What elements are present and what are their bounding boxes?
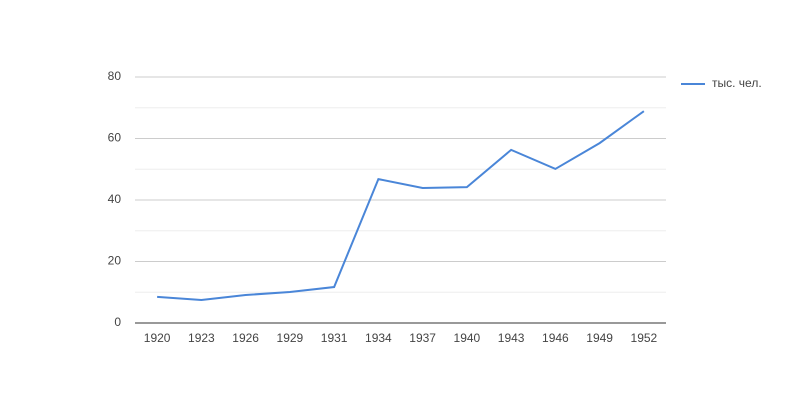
x-tick-label: 1940 xyxy=(454,331,481,345)
x-tick-label: 1952 xyxy=(631,331,658,345)
x-tick-label: 1943 xyxy=(498,331,525,345)
legend-label: тыс. чел. xyxy=(712,76,762,90)
x-tick-label: 1923 xyxy=(188,331,215,345)
y-tick-label: 60 xyxy=(108,131,122,145)
x-tick-label: 1926 xyxy=(232,331,259,345)
y-tick-label: 40 xyxy=(108,192,122,206)
x-tick-label: 1949 xyxy=(586,331,613,345)
x-tick-label: 1937 xyxy=(409,331,436,345)
y-tick-label: 0 xyxy=(114,315,121,329)
y-tick-label: 80 xyxy=(108,69,122,83)
x-tick-label: 1931 xyxy=(321,331,348,345)
x-tick-label: 1920 xyxy=(144,331,171,345)
x-tick-label: 1929 xyxy=(277,331,304,345)
x-tick-label: 1934 xyxy=(365,331,392,345)
x-tick-label: 1946 xyxy=(542,331,569,345)
line xyxy=(157,110,645,301)
y-tick-label: 20 xyxy=(108,254,122,268)
